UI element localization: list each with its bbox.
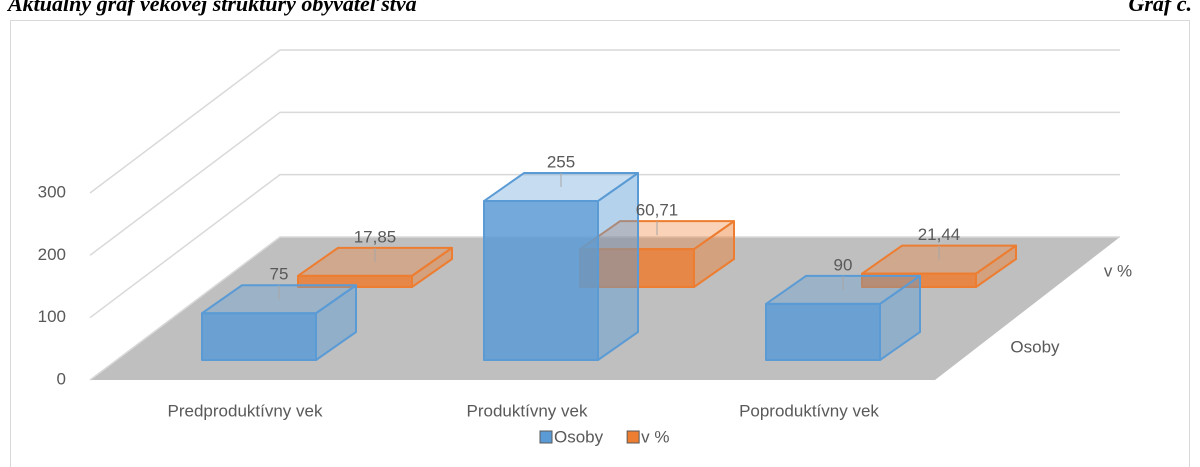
y-tick-label: 100	[38, 307, 66, 326]
data-label: 255	[547, 153, 575, 172]
data-label: 90	[834, 255, 853, 274]
depth-label: Osoby	[1010, 337, 1060, 356]
chart-frame	[10, 20, 1190, 467]
y-tick-label: 300	[38, 182, 66, 201]
x-tick-label: Predproduktívny vek	[168, 401, 323, 420]
depth-label: v %	[1104, 261, 1132, 280]
data-label: 21,44	[918, 225, 961, 244]
y-tick-label: 0	[57, 369, 66, 388]
bar-front	[765, 302, 881, 361]
x-tick-label: Produktívny vek	[467, 401, 588, 420]
legend-swatch	[626, 430, 640, 444]
bar	[765, 274, 921, 361]
bar-front	[483, 200, 599, 361]
grid-line	[89, 49, 1120, 194]
data-label: 17,85	[354, 227, 397, 246]
x-tick-label: Poproduktívny vek	[739, 401, 879, 420]
bar-side	[597, 172, 639, 361]
document-title: Aktuálny graf vekovej štruktúry obyvateľ…	[6, 0, 417, 16]
legend-label: v %	[641, 427, 669, 446]
legend-swatch	[539, 430, 553, 444]
bar	[483, 172, 639, 361]
bar-front	[201, 312, 317, 361]
data-label: 75	[270, 265, 289, 284]
y-tick-label: 200	[38, 245, 66, 264]
document-label: Graf č.	[1128, 0, 1192, 16]
grid-line	[89, 111, 1120, 256]
grid-line	[89, 173, 1120, 319]
legend-label: Osoby	[554, 427, 604, 446]
grid-line	[89, 236, 1120, 381]
data-label: 60,71	[636, 201, 679, 220]
